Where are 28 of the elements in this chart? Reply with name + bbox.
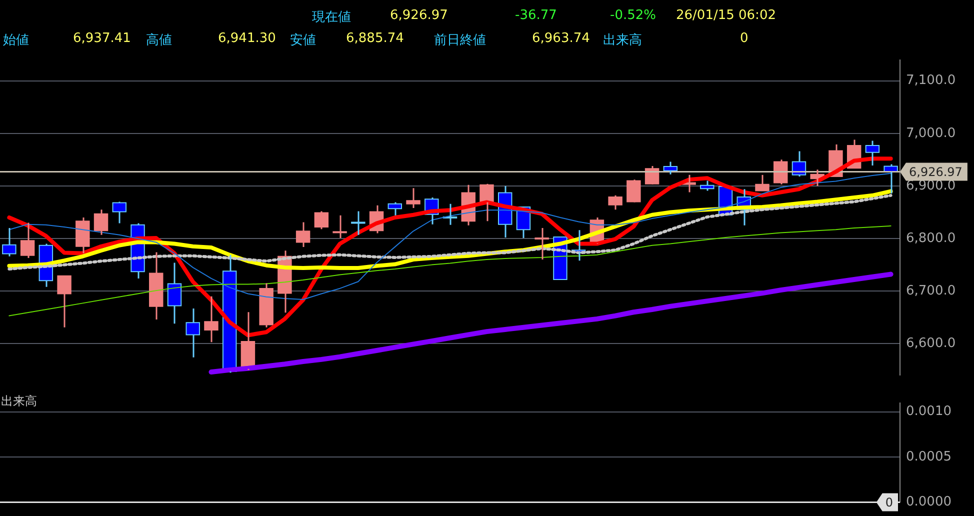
text: 0 [740, 31, 748, 46]
text: 6,937.41 [73, 31, 131, 46]
y-tick-label: 0.0005 [906, 449, 952, 464]
text: -0.52% [610, 8, 656, 23]
y-tick-label: 6,700.0 [906, 283, 956, 298]
text: 出来高 [603, 32, 642, 49]
y-tick-label: 7,100.0 [906, 73, 956, 88]
text: 26/01/15 06:02 [676, 8, 776, 23]
text: 高値 [146, 32, 172, 49]
y-tick-label: 6,600.0 [906, 336, 956, 352]
text: 6,926.97 [390, 8, 448, 23]
y-tick-label: 6,800.0 [906, 230, 956, 246]
ref-line-label: 6,926.97 [909, 164, 962, 179]
ref-line-label: 0 [885, 495, 894, 510]
text: 6,885.74 [346, 31, 404, 46]
text: -36.77 [515, 8, 557, 23]
text: 安値 [290, 32, 316, 49]
candlestick [626, 178, 641, 202]
text: 始値 [3, 32, 29, 49]
y-tick-label: 7,000.0 [906, 126, 956, 141]
text: 前日終値 [434, 32, 486, 49]
y-tick-label: 0.0010 [906, 404, 952, 420]
text: 6,941.30 [218, 31, 276, 46]
text: 現在値 [312, 9, 351, 26]
chart-title: 出来高 [1, 393, 37, 410]
y-tick-label: 6,900.0 [906, 178, 956, 194]
y-tick-label: 0.0000 [906, 494, 952, 510]
text: 6,963.74 [532, 31, 590, 46]
